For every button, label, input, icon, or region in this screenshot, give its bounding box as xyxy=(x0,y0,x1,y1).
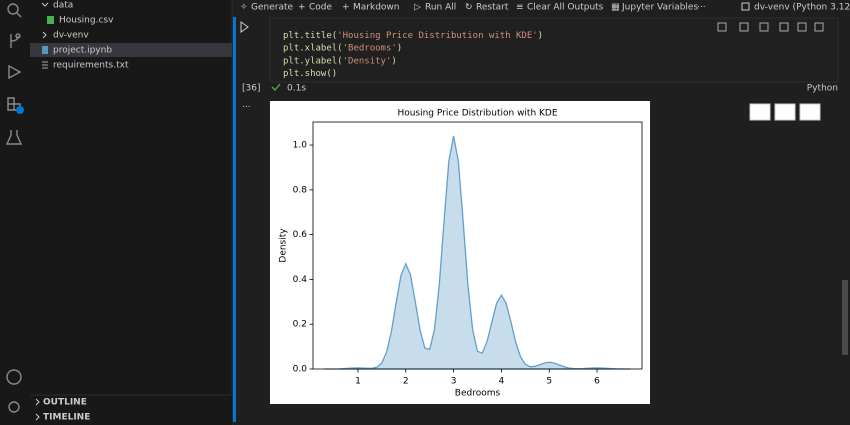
x-axis-label: Bedrooms xyxy=(455,389,501,399)
explorer-panel xyxy=(30,0,232,425)
run-debug-icon[interactable] xyxy=(8,64,22,80)
toolbar-button[interactable]: Run All xyxy=(425,3,456,13)
toolbar-button[interactable]: Generate xyxy=(251,3,293,13)
output-action[interactable] xyxy=(799,103,821,121)
code-token: ) xyxy=(397,43,402,53)
toolbar-button[interactable]: Jupyter Variables xyxy=(621,3,698,13)
toolbar-icon: + xyxy=(298,3,306,13)
kernel-picker[interactable]: dv-venv (Python 3.12.6) xyxy=(754,3,850,13)
search-icon[interactable] xyxy=(7,3,19,15)
kde-area xyxy=(324,135,631,370)
code-token: plt.xlabel( xyxy=(283,43,343,53)
y-axis-label: Density xyxy=(279,228,289,263)
selected-row xyxy=(30,43,232,57)
code-line: plt.ylabel('Density') xyxy=(283,56,397,66)
x-tick-label: 4 xyxy=(499,377,505,387)
account-icon[interactable] xyxy=(6,369,22,385)
cell-toolbar-icon[interactable] xyxy=(814,22,824,32)
cell-toolbar-icon[interactable] xyxy=(759,22,769,32)
file-icon xyxy=(42,46,48,54)
y-tick-label: 1.0 xyxy=(293,141,308,151)
toolbar-icon: ▷ xyxy=(414,3,421,13)
cell-toolbar-icon[interactable] xyxy=(797,22,807,32)
output-action[interactable] xyxy=(749,103,771,121)
code-token: ) xyxy=(391,56,396,66)
code-token: 'Bedrooms' xyxy=(343,43,397,53)
cell-toolbar-icon[interactable] xyxy=(739,22,749,32)
chart-title: Housing Price Distribution with KDE xyxy=(397,109,557,119)
code-token: 'Housing Price Distribution with KDE' xyxy=(337,31,537,41)
source-control-icon[interactable] xyxy=(10,33,21,48)
code-token: ) xyxy=(538,31,543,41)
testing-icon[interactable] xyxy=(5,130,23,145)
toolbar-button[interactable]: Code xyxy=(309,3,333,13)
chevron xyxy=(41,2,49,7)
toolbar-button[interactable]: ··· xyxy=(697,3,706,13)
code-token: plt.ylabel( xyxy=(283,56,343,66)
y-tick-label: 0.4 xyxy=(293,275,308,285)
explorer-item[interactable]: data xyxy=(53,1,73,11)
file-icon xyxy=(42,61,48,69)
code-line: plt.show() xyxy=(283,69,337,79)
file-icon xyxy=(47,16,54,24)
extensions-badge xyxy=(16,106,24,114)
cell-toolbar-icon[interactable] xyxy=(717,22,727,32)
search-icon-handle[interactable] xyxy=(16,12,22,18)
y-tick-label: 0.0 xyxy=(293,365,308,375)
cell-status: 0.1s xyxy=(287,84,306,94)
x-tick-label: 3 xyxy=(451,377,457,387)
section-header[interactable]: OUTLINE xyxy=(43,398,87,408)
x-tick-label: 2 xyxy=(403,377,409,387)
y-tick-label: 0.6 xyxy=(293,230,308,240)
toolbar-icon: ↻ xyxy=(465,3,473,13)
toolbar-icon: ✧ xyxy=(240,3,248,13)
output-action[interactable] xyxy=(774,103,796,121)
y-tick-label: 0.8 xyxy=(293,185,308,195)
activity-bar xyxy=(0,0,30,425)
cell-focus-bar xyxy=(233,17,236,422)
code-token: 'Density' xyxy=(343,56,392,66)
cell-language[interactable]: Python xyxy=(807,84,838,94)
y-tick-label: 0.2 xyxy=(293,320,307,330)
toolbar-icon: + xyxy=(342,3,350,13)
code-line: plt.xlabel('Bedrooms') xyxy=(283,43,402,53)
code-token: plt.show() xyxy=(283,69,337,79)
run-cell-button[interactable] xyxy=(240,21,249,33)
chevron xyxy=(42,31,47,39)
cell-toolbar-icon[interactable] xyxy=(779,22,789,32)
toolbar-button[interactable]: Restart xyxy=(476,3,509,13)
code-token: plt.title( xyxy=(283,31,337,41)
chevron xyxy=(35,398,40,406)
x-tick-label: 1 xyxy=(355,377,361,387)
explorer-item[interactable]: requirements.txt xyxy=(53,61,129,71)
code-cell[interactable] xyxy=(269,17,839,83)
execution-count: [36] xyxy=(242,84,260,94)
kernel-icon xyxy=(741,2,750,11)
toolbar-button[interactable]: Clear All Outputs xyxy=(527,3,604,13)
settings-icon[interactable] xyxy=(8,401,20,413)
bottom-sections xyxy=(30,395,232,425)
output-image xyxy=(270,101,650,404)
x-tick-label: 6 xyxy=(594,377,600,387)
output-menu[interactable]: ··· xyxy=(242,103,251,113)
toolbar-button[interactable]: Markdown xyxy=(353,3,399,13)
plot: Housing Price Distribution with KDE Bedro… xyxy=(279,109,643,399)
x-tick-label: 5 xyxy=(546,377,552,387)
success-check xyxy=(271,83,281,91)
explorer-item[interactable]: Housing.csv xyxy=(59,16,114,26)
toolbar-icon: ≡ xyxy=(516,3,524,13)
toolbar-icon: ▦ xyxy=(611,3,620,13)
axes-frame xyxy=(312,121,643,370)
section-header[interactable]: TIMELINE xyxy=(43,413,90,423)
scrollbar[interactable] xyxy=(842,280,848,355)
explorer-item[interactable]: dv-venv xyxy=(53,31,89,41)
chevron xyxy=(35,413,40,421)
explorer-item[interactable]: project.ipynb xyxy=(53,46,112,56)
code-line: plt.title('Housing Price Distribution wi… xyxy=(283,31,543,41)
